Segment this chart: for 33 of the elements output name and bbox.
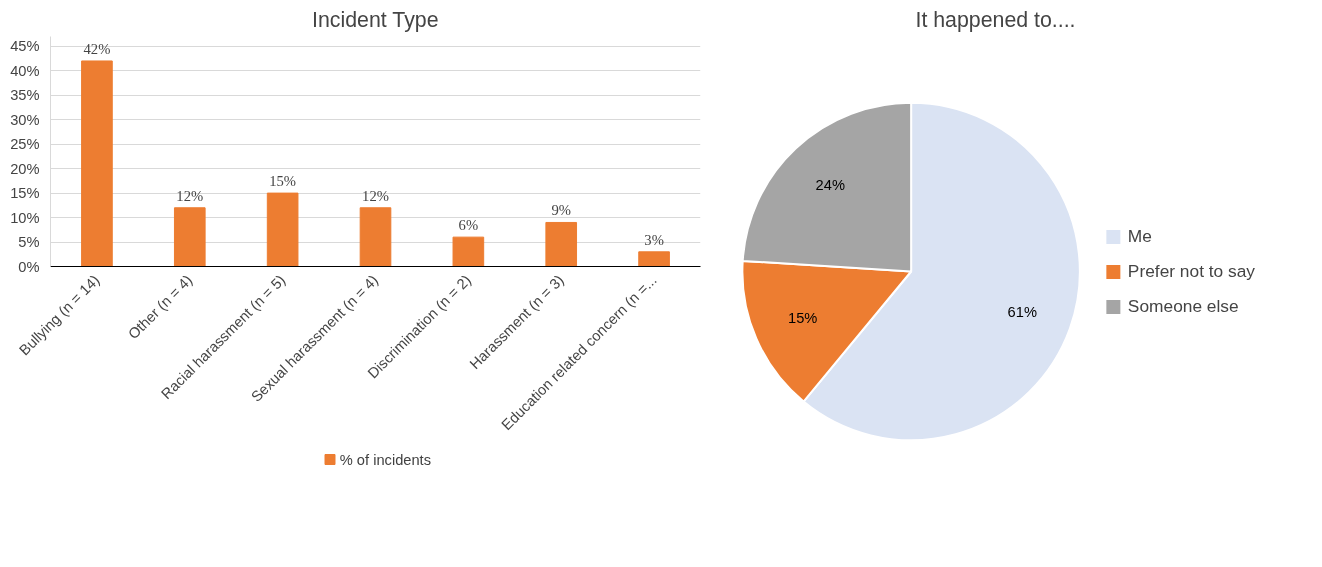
y-tick-label: 5% — [18, 234, 40, 251]
data-label: 3% — [644, 231, 664, 248]
bar — [359, 207, 392, 267]
bar — [266, 192, 299, 267]
y-tick-label: 45% — [10, 38, 40, 55]
y-tick-label: 40% — [10, 62, 40, 79]
y-tick-label: 30% — [10, 111, 40, 128]
y-tick-label: 10% — [10, 209, 40, 226]
bar — [638, 251, 670, 267]
legend-label: Someone else — [1127, 295, 1239, 317]
y-tick-label: 15% — [10, 185, 40, 202]
y-tick-label: 25% — [10, 136, 40, 153]
data-label: 24% — [815, 177, 845, 194]
data-label: 15% — [788, 310, 818, 327]
bar — [452, 236, 485, 267]
y-tick-label: 35% — [10, 87, 40, 104]
bar — [81, 60, 113, 267]
data-label: 12% — [362, 187, 389, 204]
chart-title: Incident Type — [312, 7, 439, 32]
data-label: 15% — [269, 173, 297, 190]
data-label: 12% — [176, 187, 204, 204]
bar — [173, 207, 206, 267]
data-label: 61% — [1007, 303, 1037, 320]
y-tick-label: 20% — [10, 160, 40, 177]
bar — [545, 221, 578, 267]
chart-title: It happened to.... — [915, 7, 1076, 32]
legend-label: Me — [1127, 225, 1152, 247]
data-label: 6% — [458, 217, 479, 234]
legend-label: Prefer not to say — [1127, 260, 1255, 282]
data-label: 9% — [551, 202, 571, 219]
data-label: 42% — [83, 40, 111, 57]
y-tick-label: 0% — [18, 258, 40, 275]
legend-label: % of incidents — [339, 451, 431, 468]
